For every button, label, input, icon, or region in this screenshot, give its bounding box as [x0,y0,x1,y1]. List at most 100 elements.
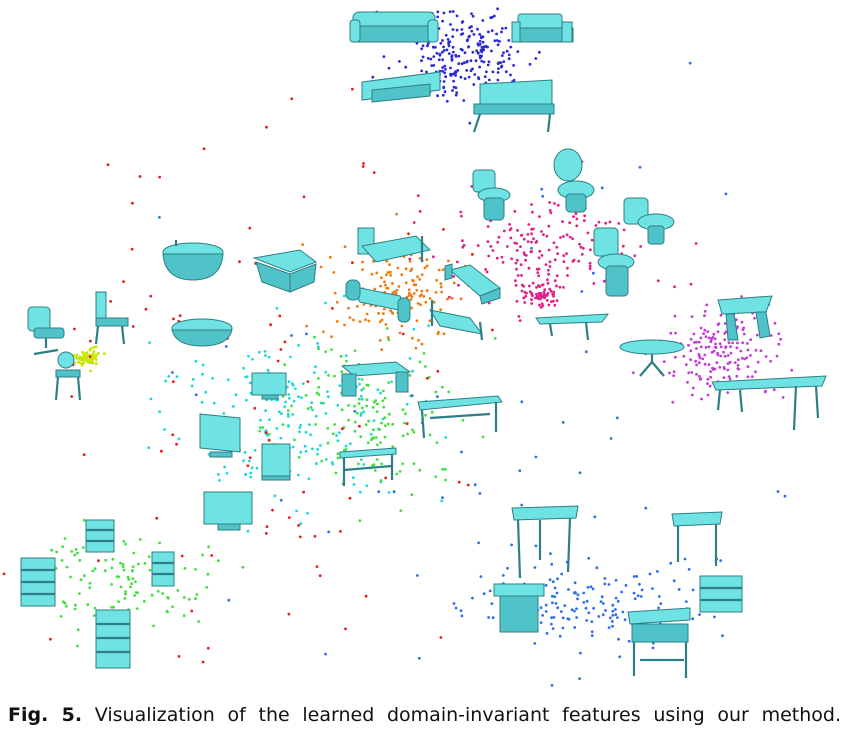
feature-point-monitor [303,444,307,448]
feature-point-desk [382,405,386,409]
feature-point-nightstand [549,552,552,555]
feature-point-monitor [336,439,340,443]
feature-point-monitor [311,408,314,412]
feature-point-toilet-b [542,290,546,294]
feature-point-toilet [432,255,435,259]
feature-point-sofa [448,10,452,14]
feature-point-sofa [426,42,430,45]
feature-point-toilet-b [546,291,550,295]
feature-point-monitor [167,375,171,378]
feature-point-table [718,365,722,369]
feature-point-scatter [638,165,642,169]
feature-point-toilet [577,259,581,263]
feature-point-toilet [673,285,676,289]
feature-point-toilet [535,267,539,271]
feature-point-monitor [336,403,340,407]
feature-point-bathtub [122,280,125,283]
feature-point-table [712,332,716,336]
feature-point-bathtub [405,422,409,425]
feature-point-dresser [123,597,127,600]
feature-point-nightstand [510,543,513,547]
feature-point-desk [398,470,402,473]
feature-point-scatter [441,496,444,499]
feature-point-toilet [562,254,566,257]
feature-point-toilet-b [543,294,547,298]
feature-point-table [722,376,726,379]
feature-point-sofa [429,57,433,61]
feature-point-toilet [515,242,518,245]
feature-point-scatter [520,503,524,507]
feature-point-bathtub [155,516,159,520]
feature-point-monitor [212,401,216,405]
feature-point-bathtub [348,496,352,500]
feature-point-desk [366,384,370,387]
feature-point-table [695,363,698,367]
feature-point-dresser [112,605,116,609]
feature-point-table [741,356,744,360]
feature-point-toilet [559,236,562,239]
feature-point-dresser [147,555,151,559]
feature-point-sofa [454,93,458,97]
feature-point-nightstand [595,566,599,570]
feature-point-desk [314,423,318,426]
feature-point-nightstand [611,624,614,628]
feature-point-toilet [527,266,531,270]
feature-point-chair [91,361,95,365]
feature-point-sofa [468,121,472,125]
feature-point-monitor [158,410,162,413]
feature-point-table [726,362,730,365]
feature-point-monitor [324,412,328,415]
feature-point-dresser [91,569,95,573]
feature-point-monitor [357,377,361,381]
feature-point-monitor [372,419,376,423]
feature-point-desk [371,428,375,432]
feature-point-toilet [540,254,544,257]
feature-point-monitor [314,414,318,418]
toilet-model-4 [593,227,635,297]
feature-point-table [753,316,756,320]
feature-point-bathtub [364,594,368,598]
feature-point-bed [400,273,404,277]
feature-point-bathtub [206,646,210,650]
feature-point-bathtub [130,247,134,251]
feature-point-toilet [579,245,583,249]
feature-point-sofa [426,44,429,48]
feature-point-nightstand [544,610,548,613]
feature-point-bed [397,285,401,288]
feature-point-monitor [344,444,348,448]
feature-point-bed [434,291,438,294]
feature-point-sofa [459,75,463,79]
feature-point-nightstand [620,590,623,594]
feature-point-nightstand [640,588,644,592]
feature-point-nightstand [687,568,691,571]
feature-point-desk [493,337,497,340]
feature-point-desk [327,374,330,377]
feature-point-dresser [104,558,108,562]
feature-point-toilet [547,224,551,228]
feature-point-sofa [470,25,473,28]
feature-point-bed [382,312,385,315]
feature-point-sofa [454,74,457,77]
feature-point-bathtub [306,380,310,383]
feature-point-sofa [441,58,445,62]
feature-point-bed [432,300,436,304]
feature-point-bed [382,307,386,311]
feature-point-dresser [93,567,97,571]
feature-point-nightstand [611,603,615,607]
feature-point-sofa [482,48,486,52]
feature-point-bed [424,300,428,304]
feature-point-sofa [496,7,499,11]
feature-point-sofa [468,34,471,38]
feature-point-scatter [416,574,419,577]
feature-point-sofa [499,61,503,64]
feature-point-nightstand [582,601,586,604]
feature-point-desk [365,404,369,408]
feature-point-monitor [412,327,416,331]
feature-point-monitor [365,484,369,488]
feature-point-dresser [201,553,205,557]
feature-point-dresser [82,518,86,522]
feature-point-scatter [578,471,582,475]
feature-point-toilet [572,215,575,219]
feature-point-sofa [472,33,476,36]
feature-point-bathtub [265,525,269,528]
